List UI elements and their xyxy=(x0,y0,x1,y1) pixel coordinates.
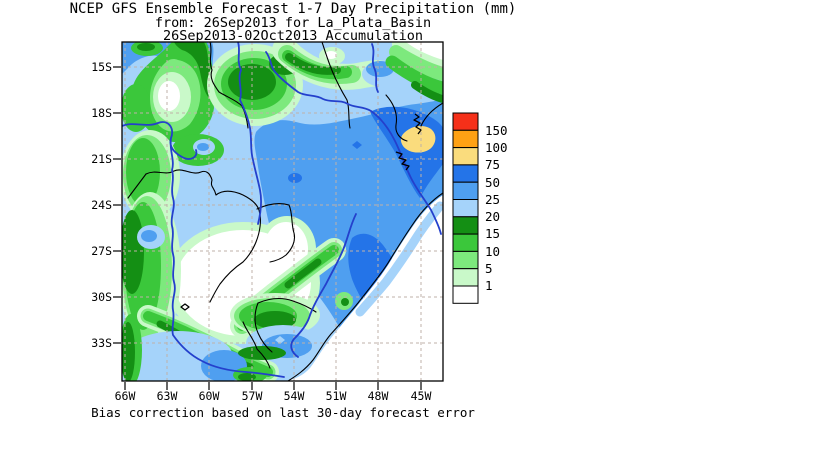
map-frame xyxy=(121,41,444,382)
legend-label-1: 1 xyxy=(485,278,493,293)
legend-label-75: 75 xyxy=(485,157,500,172)
region-15-20-swedge xyxy=(122,322,135,381)
legend-label-50: 50 xyxy=(485,175,500,190)
legend-label-10: 10 xyxy=(485,244,500,259)
legend-label-5: 5 xyxy=(485,261,493,276)
region-1-5-necorner xyxy=(392,42,443,70)
region-10-15-necorner xyxy=(385,55,443,95)
legend-label-25: 25 xyxy=(485,192,500,207)
lon-label-66w: 66W xyxy=(115,389,136,403)
rivers xyxy=(122,42,442,378)
legend-swatch-over-150 xyxy=(452,112,479,131)
legend-label-15: 15 xyxy=(485,226,500,241)
lon-label-45w: 45W xyxy=(411,389,432,403)
region-under1-left-core xyxy=(158,81,180,111)
legend-labels: 150 100 75 50 25 20 15 10 5 1 xyxy=(485,123,508,293)
map-gridlines xyxy=(122,42,443,381)
lon-label-63w: 63W xyxy=(157,389,178,403)
lon-label-51w: 51W xyxy=(326,389,347,403)
legend-swatch-20-25 xyxy=(452,199,479,218)
lon-label-48w: 48W xyxy=(368,389,389,403)
region-15-20-coastpatch xyxy=(341,298,349,306)
region-50-75-spot-a xyxy=(352,141,362,149)
lat-label-30s: 30S xyxy=(91,290,112,304)
title-block: NCEP GFS Ensemble Forecast 1-7 Day Preci… xyxy=(70,1,517,44)
region-5-10-necorner xyxy=(389,45,443,81)
region-15-20-uruguay-south xyxy=(238,373,256,381)
region-under1-necorner xyxy=(406,42,443,60)
contour-mark-island xyxy=(180,303,190,311)
region-15-20-topband xyxy=(285,53,341,75)
river-headwater xyxy=(371,43,379,93)
contour-mark-upper xyxy=(413,113,422,135)
region-25-50-west-pocket xyxy=(141,230,157,242)
y-axis-labels: 15S 18S 21S 24S 27S 30S 33S xyxy=(91,60,112,350)
region-ocean-white xyxy=(287,195,443,381)
region-50-75-spot-b xyxy=(288,173,302,183)
title-line-1: NCEP GFS Ensemble Forecast 1-7 Day Preci… xyxy=(70,1,517,17)
lat-label-24s: 24S xyxy=(91,198,112,212)
region-15-20-diagband-a xyxy=(284,258,322,289)
color-legend: 150 100 75 50 25 20 15 10 5 1 xyxy=(452,112,508,304)
legend-swatch-15-20 xyxy=(452,216,479,235)
lat-label-21s: 21S xyxy=(91,152,112,166)
legend-label-20: 20 xyxy=(485,209,500,224)
legend-swatch-100-150 xyxy=(452,129,479,149)
bias-correction-caption: Bias correction based on last 30-day for… xyxy=(91,405,475,420)
region-75-100-max xyxy=(400,125,436,153)
lat-label-15s: 15S xyxy=(91,60,112,74)
region-20-25-coastal-strip xyxy=(355,201,443,317)
legend-swatch-10-15 xyxy=(452,233,479,252)
region-20-25-diamond xyxy=(275,336,285,344)
legend-swatch-1-5 xyxy=(452,268,479,287)
region-15-20-necorner xyxy=(411,81,443,103)
lon-label-57w: 57W xyxy=(242,389,263,403)
title-line-2: from: 26Sep2013 for La_Plata_Basin xyxy=(155,15,431,31)
title-line-3: 26Sep2013-02Oct2013 Accumulation xyxy=(163,28,423,44)
lat-label-33s: 33S xyxy=(91,336,112,350)
legend-swatch-5-10 xyxy=(452,250,479,270)
lon-label-54w: 54W xyxy=(284,389,305,403)
lon-label-60w: 60W xyxy=(199,389,220,403)
axis-ticks xyxy=(113,66,422,390)
legend-swatch-75-100 xyxy=(452,147,479,166)
region-under1-topband-blob xyxy=(325,51,337,59)
x-axis-labels: 66W 63W 60W 57W 54W 51W 48W 45W xyxy=(115,389,432,403)
legend-swatch-25-50 xyxy=(452,181,479,200)
river-paraguay-parana xyxy=(122,121,285,378)
region-15-20-rim xyxy=(174,42,211,98)
region-25-50-main xyxy=(254,99,443,340)
river-upper-paraguay xyxy=(237,42,262,225)
river-uruguay xyxy=(290,213,357,358)
legend-label-150: 150 xyxy=(485,123,508,138)
legend-swatch-50-75 xyxy=(452,164,479,183)
region-15-20-uruguay-band xyxy=(238,346,286,360)
contour-mark-lower xyxy=(395,151,410,171)
region-15-20-uruguay xyxy=(254,311,296,329)
region-15-20-west-band xyxy=(122,210,144,294)
lat-label-27s: 27S xyxy=(91,244,112,258)
region-10-15-left-edge xyxy=(122,84,151,132)
contour-marks xyxy=(180,113,422,311)
region-15-20-topcenter xyxy=(228,64,276,100)
lat-label-18s: 18S xyxy=(91,106,112,120)
region-15-20-top-blob xyxy=(137,43,155,51)
region-25-50-spot xyxy=(197,143,209,151)
legend-swatch-under-1 xyxy=(452,285,479,304)
legend-label-100: 100 xyxy=(485,140,508,155)
map-plot xyxy=(122,42,443,381)
river-upper-parana xyxy=(265,51,442,235)
